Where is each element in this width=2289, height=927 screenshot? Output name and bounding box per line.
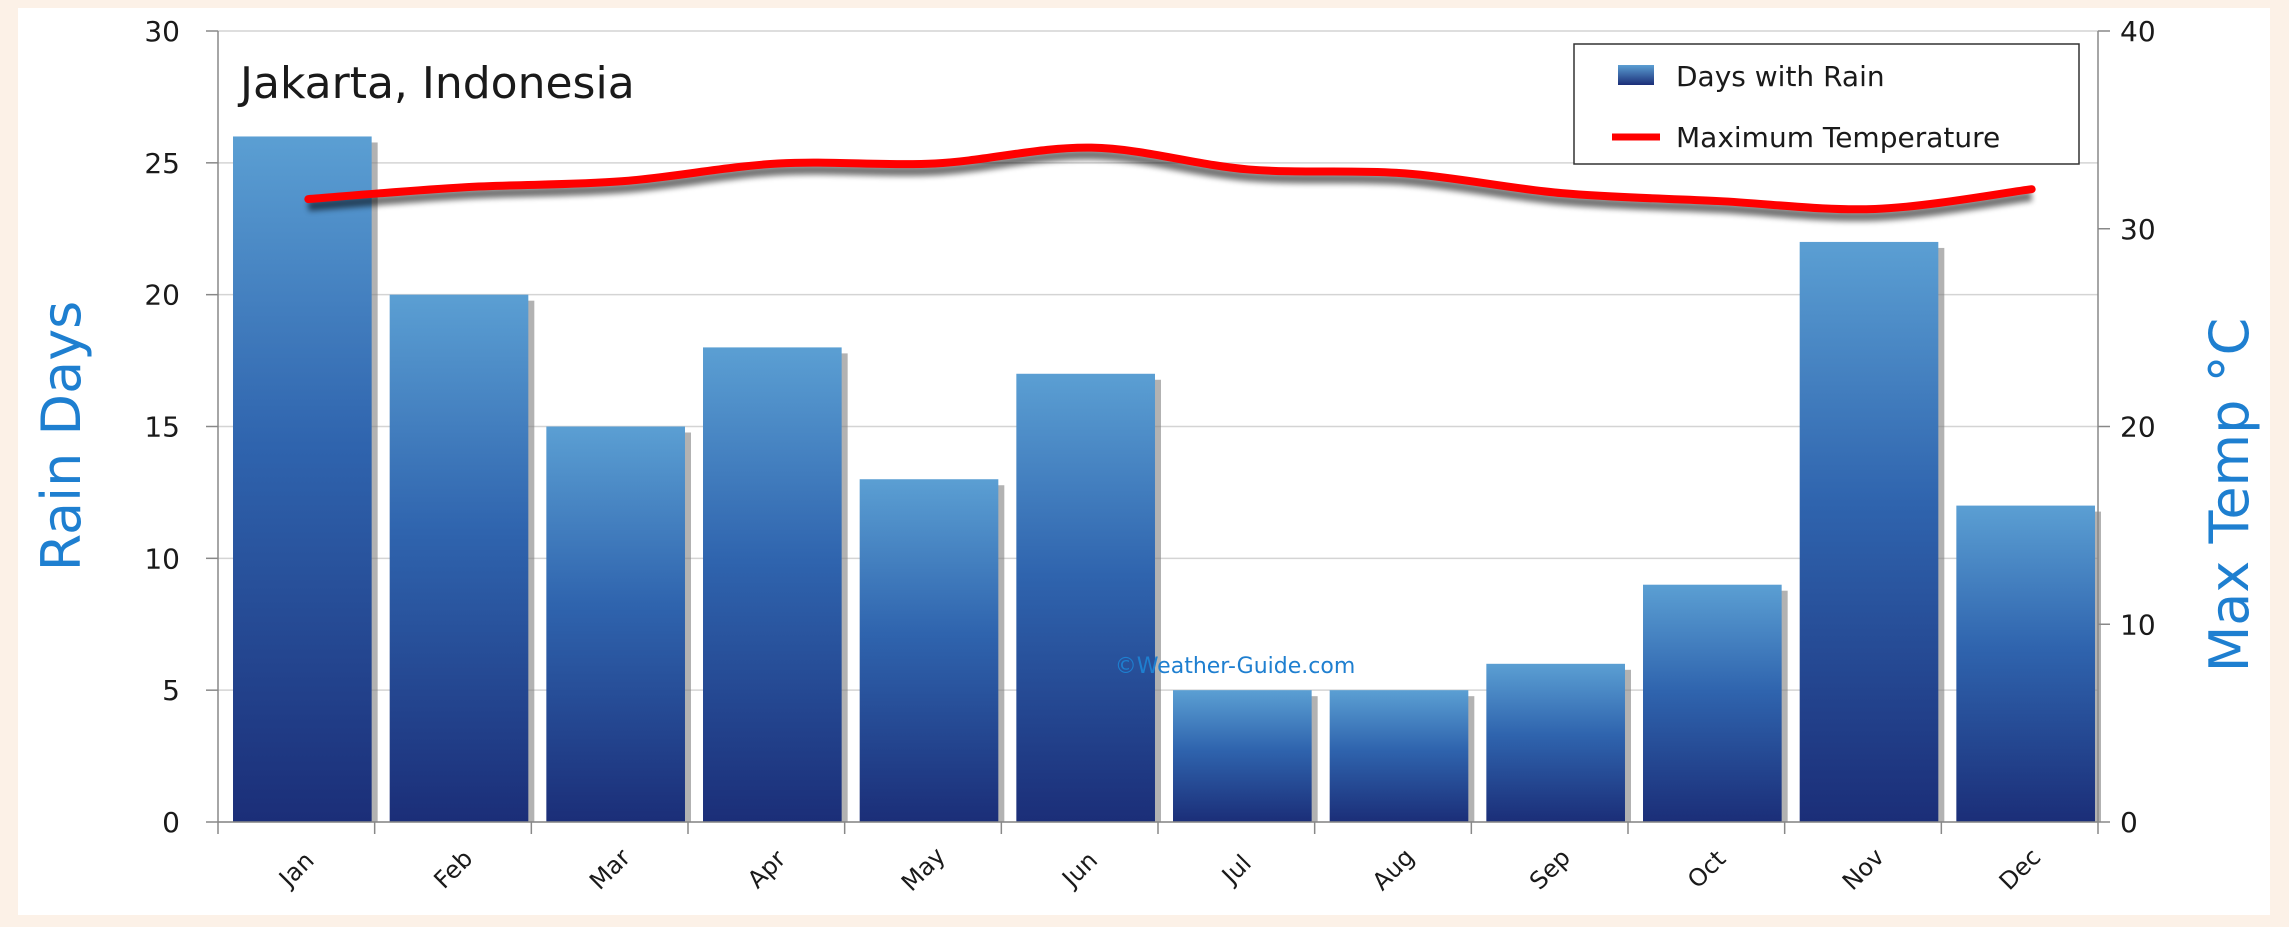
rain-bar bbox=[233, 136, 372, 822]
legend-temp-label: Maximum Temperature bbox=[1676, 121, 2000, 154]
temperature-line-path bbox=[304, 143, 2036, 214]
legend-rain-label: Days with Rain bbox=[1676, 60, 1885, 93]
chart-title: Jakarta, Indonesia bbox=[237, 58, 635, 109]
y-tick-label-left: 25 bbox=[144, 147, 180, 180]
rain-bar bbox=[1486, 663, 1625, 822]
y-tick-label-right: 40 bbox=[2120, 15, 2156, 48]
temperature-line-shadow bbox=[307, 149, 2033, 222]
y-tick-label-left: 30 bbox=[144, 15, 180, 48]
legend: Days with Rain Maximum Temperature bbox=[1573, 43, 2080, 165]
rain-bar bbox=[1956, 505, 2095, 822]
y-tick-label-right: 10 bbox=[2120, 608, 2156, 641]
y-tick-label-left: 20 bbox=[144, 279, 180, 312]
rain-bar bbox=[546, 426, 685, 822]
rain-bar bbox=[389, 294, 529, 823]
y-tick-label-left: 5 bbox=[162, 674, 180, 707]
rain-bar bbox=[859, 479, 999, 822]
rain-bar bbox=[1329, 690, 1469, 822]
rain-bar bbox=[1173, 690, 1312, 822]
rain-bars bbox=[233, 136, 2101, 823]
rain-bar bbox=[1016, 373, 1155, 822]
y-tick-label-right: 20 bbox=[2120, 411, 2156, 444]
watermark: ©Weather-Guide.com bbox=[1115, 654, 1356, 679]
y-tick-label-left: 15 bbox=[144, 411, 180, 444]
y-tick-label-left: 0 bbox=[162, 806, 180, 839]
y-tick-label-left: 10 bbox=[144, 542, 180, 575]
y-tick-label-right: 0 bbox=[2120, 806, 2138, 839]
y-axis-right-title: Max Temp °C bbox=[2198, 318, 2261, 673]
temperature-line bbox=[304, 143, 2036, 222]
legend-rain-swatch bbox=[1618, 65, 1654, 85]
rain-bar bbox=[1643, 584, 1782, 822]
y-axis-left-title: Rain Days bbox=[30, 301, 93, 572]
legend-box bbox=[1573, 43, 2080, 165]
y-tick-label-right: 30 bbox=[2120, 213, 2156, 246]
rain-bar bbox=[703, 347, 842, 822]
rain-bar bbox=[1799, 241, 1939, 822]
